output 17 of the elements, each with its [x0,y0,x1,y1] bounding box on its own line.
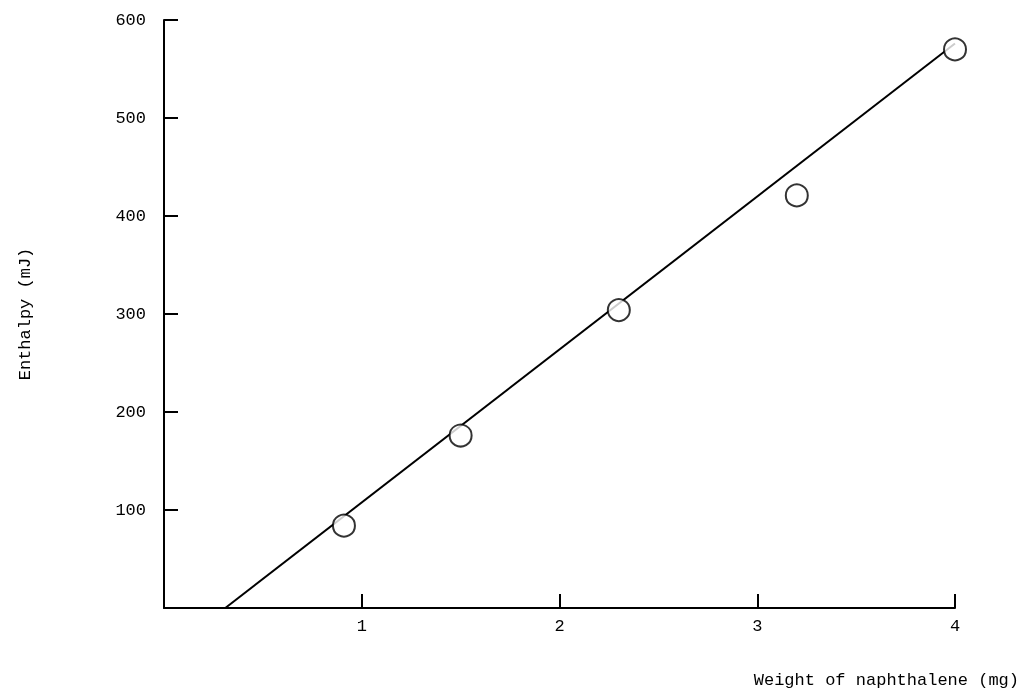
x-axis-title: Weight of naphthalene (mg) [753,671,1020,690]
x-tick-label: 3 [752,617,763,636]
x-tick-label: 4 [949,617,961,636]
y-tick-label: 500 [115,108,146,128]
y-tick-label: 300 [115,304,146,324]
y-tick-label: 400 [115,206,146,226]
point [331,513,356,538]
x-tick-label: 1 [356,617,367,636]
point [606,298,631,323]
point [943,37,967,62]
y-axis-title: Enthalpy (mJ) [16,247,35,381]
point [784,183,809,208]
y-tick-label: 100 [115,500,146,520]
x-tick-label: 2 [554,617,565,636]
y-tick-label: 600 [115,10,146,30]
y-tick-label: 200 [115,402,146,422]
point [448,423,473,448]
